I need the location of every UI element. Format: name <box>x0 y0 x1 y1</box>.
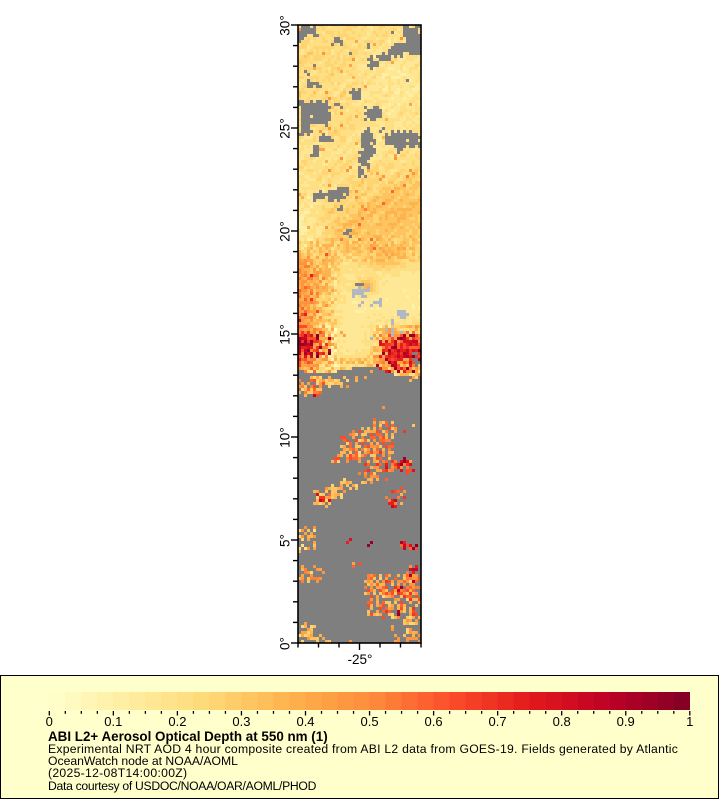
svg-text:5°: 5° <box>278 534 293 547</box>
svg-text:30°: 30° <box>278 15 293 35</box>
svg-text:-25°: -25° <box>348 652 373 667</box>
svg-text:10°: 10° <box>278 427 293 447</box>
svg-text:25°: 25° <box>278 118 293 138</box>
svg-text:0°: 0° <box>278 637 293 650</box>
svg-text:20°: 20° <box>278 221 293 241</box>
svg-text:15°: 15° <box>278 324 293 344</box>
